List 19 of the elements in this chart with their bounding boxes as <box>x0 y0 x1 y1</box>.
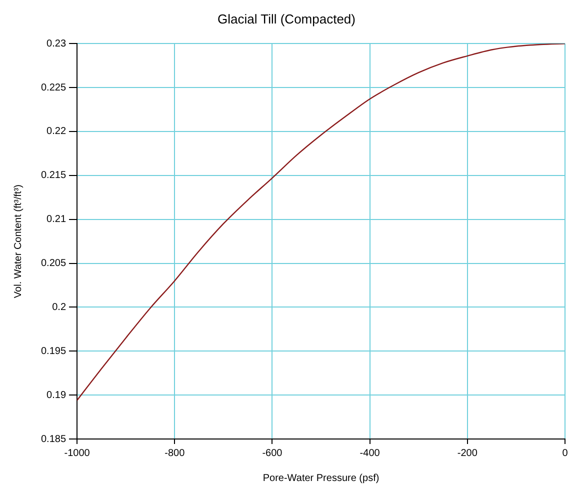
x-tick-label: -800 <box>164 448 186 459</box>
y-tick-label: 0.2 <box>52 302 66 313</box>
x-tick-label: 0 <box>562 448 568 459</box>
y-tick-label: 0.195 <box>40 346 66 357</box>
x-tick-label: -1000 <box>64 448 90 459</box>
y-tick-label: 0.215 <box>40 170 66 182</box>
y-axis-title: Vol. Water Content (ft³/ft³) <box>12 184 24 298</box>
x-axis-title: Pore-Water Pressure (psf) <box>262 472 380 484</box>
x-tick-label: -600 <box>262 448 283 459</box>
y-tick-label: 0.21 <box>46 214 66 226</box>
y-tick-label: 0.225 <box>40 82 66 94</box>
y-tick-label: 0.22 <box>46 126 66 138</box>
x-tick-label: -200 <box>457 448 478 459</box>
x-tick-label: -400 <box>360 448 380 459</box>
y-tick-label: 0.23 <box>46 38 66 50</box>
y-tick-label: 0.205 <box>40 258 66 270</box>
y-tick-label: 0.19 <box>46 390 66 401</box>
y-tick-label: 0.185 <box>40 434 66 445</box>
chart-title: Glacial Till (Compacted) <box>218 11 356 26</box>
